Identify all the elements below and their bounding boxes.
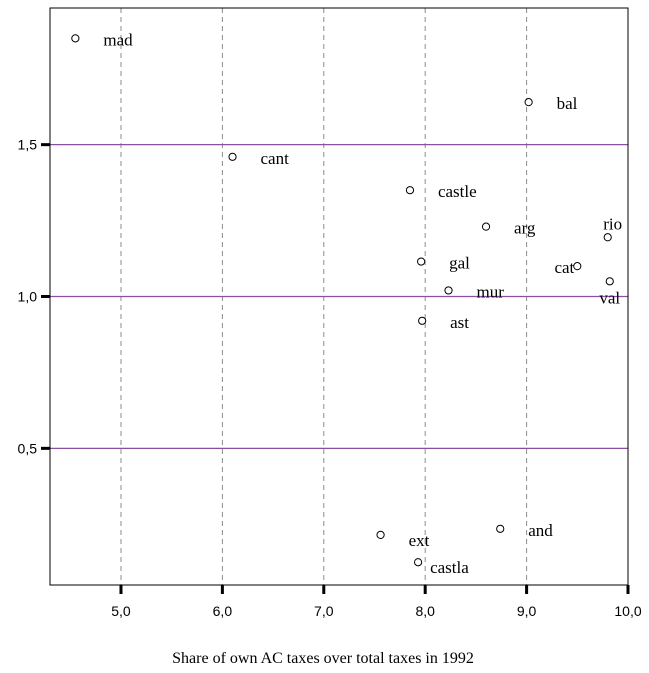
point-label: gal xyxy=(449,254,470,273)
grid xyxy=(50,8,629,585)
data-point xyxy=(496,524,505,533)
data-point xyxy=(481,222,491,231)
data-point xyxy=(524,98,533,107)
data-point xyxy=(603,233,612,242)
x-tick-label: 6,0 xyxy=(213,603,233,619)
data-point xyxy=(417,257,426,266)
point-label: bal xyxy=(557,94,578,113)
point-label: ext xyxy=(409,531,430,550)
point-label: ast xyxy=(450,313,469,332)
data-point xyxy=(376,530,385,539)
y-tick-label: 1,0 xyxy=(18,289,38,305)
x-tick-label: 9,0 xyxy=(517,603,537,619)
data-point xyxy=(605,277,614,286)
point-label: castla xyxy=(430,558,469,577)
x-axis-title: Share of own AC taxes over total taxes i… xyxy=(172,650,474,667)
x-tick-label: 10,0 xyxy=(614,603,641,619)
x-tick-label: 8,0 xyxy=(415,603,435,619)
y-tick-label: 0,5 xyxy=(18,440,38,456)
data-point xyxy=(418,316,427,325)
axis-ticks: 5,0 6,0 7,0 8,0 9,0 10,0 0,5 1,0 1,5 xyxy=(18,137,642,619)
point-label: cant xyxy=(261,149,290,168)
x-tick-label: 5,0 xyxy=(111,603,131,619)
point-label: arg xyxy=(514,219,536,238)
point-label: cat xyxy=(554,258,574,277)
point-label: mad xyxy=(103,30,133,49)
data-point xyxy=(413,558,423,567)
point-label: mur xyxy=(477,282,505,301)
data-point xyxy=(405,186,415,195)
data-point xyxy=(573,262,582,271)
x-tick-label: 7,0 xyxy=(314,603,334,619)
point-label: val xyxy=(599,288,620,307)
y-tick-label: 1,5 xyxy=(18,137,38,153)
data-point xyxy=(444,286,453,295)
data-point xyxy=(228,152,237,161)
point-label: castle xyxy=(438,182,477,201)
point-label: and xyxy=(528,521,553,540)
point-label: rio xyxy=(603,214,622,233)
data-point xyxy=(71,34,80,43)
